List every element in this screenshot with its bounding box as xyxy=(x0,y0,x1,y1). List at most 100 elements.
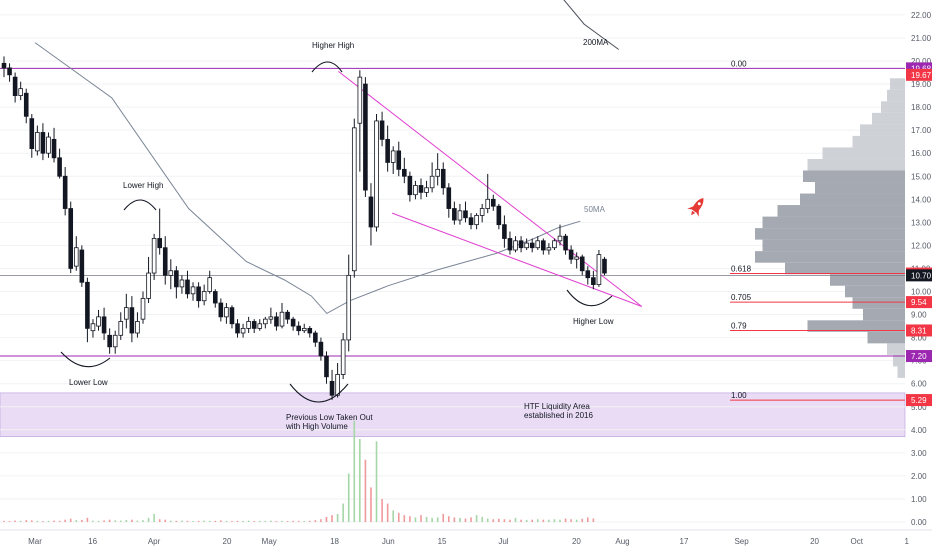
candle-body xyxy=(440,168,446,189)
candle-body xyxy=(257,323,263,329)
volume-bar xyxy=(75,520,78,522)
profile-bar xyxy=(860,124,905,136)
higher-low-arc xyxy=(566,289,613,307)
candle-body xyxy=(246,321,251,329)
price-tick-label: 3.00 xyxy=(911,449,927,458)
volume-bar xyxy=(242,520,244,522)
candle-body xyxy=(185,279,190,295)
price-tick-label: 6.00 xyxy=(911,380,927,389)
volume-bar xyxy=(564,518,567,522)
volume-bar xyxy=(575,519,578,522)
time-tick-label: Jun xyxy=(382,537,395,546)
volume-bar xyxy=(303,521,306,522)
label-200ma: 200MA xyxy=(583,38,609,47)
profile-bar xyxy=(785,262,905,275)
candle-body xyxy=(390,150,396,163)
time-tick-label: 20 xyxy=(223,537,232,546)
price-tick-label: 17.00 xyxy=(911,126,932,135)
candle-body xyxy=(96,316,101,327)
candle-body xyxy=(529,242,535,249)
candle-body xyxy=(118,321,124,336)
candle-body xyxy=(7,67,12,76)
volume-bar xyxy=(231,521,233,522)
volume-bar xyxy=(292,520,294,522)
candle-body xyxy=(224,307,229,318)
time-tick-label: 1 xyxy=(904,537,909,546)
candle-body xyxy=(413,185,418,196)
profile-bar xyxy=(887,343,905,355)
candle-body xyxy=(396,150,402,170)
volume-bar xyxy=(492,519,495,522)
candle-body xyxy=(313,332,318,343)
volume-bar xyxy=(214,520,217,522)
volume-bar xyxy=(587,517,589,522)
label-lower-low: Lower Low xyxy=(69,378,108,387)
volume-bar xyxy=(375,441,378,522)
volume-bar xyxy=(464,518,467,522)
candle-body xyxy=(46,136,51,154)
volume-bar xyxy=(342,503,344,522)
profile-bar xyxy=(762,239,905,252)
volume-bar xyxy=(320,519,322,522)
volume-bar xyxy=(331,515,333,522)
time-axis[interactable]: Mar 16 Apr 20 May 18 Jun 15 Jul 20 Aug 17 Sep 20 Oct 1 xyxy=(0,529,932,546)
price-tick-label: 16.00 xyxy=(911,149,932,158)
volume-bar xyxy=(108,519,111,522)
time-tick-label: 20 xyxy=(810,537,819,546)
profile-bar xyxy=(762,216,905,229)
price-tag-label: 7.20 xyxy=(911,352,927,361)
volume-bar xyxy=(470,517,472,522)
horizontal-grid xyxy=(0,14,905,523)
time-tick-label: Oct xyxy=(851,537,864,546)
volume-bar xyxy=(420,515,422,522)
candle-body xyxy=(51,138,57,159)
fib-label: 1.00 xyxy=(731,391,747,400)
candle-body xyxy=(285,311,290,320)
candle-body xyxy=(457,210,463,221)
volume-bar xyxy=(175,520,178,522)
candle-body xyxy=(546,247,552,251)
ma200-line xyxy=(563,0,619,50)
candlesticks xyxy=(1,56,607,400)
volume-bar xyxy=(208,520,211,522)
volume-bar xyxy=(253,521,255,522)
candle-body xyxy=(552,240,557,249)
volume-bar xyxy=(192,521,194,522)
volume-bar xyxy=(514,517,517,522)
candle-body xyxy=(535,240,541,249)
candle-body xyxy=(485,198,491,209)
profile-bar xyxy=(867,331,905,344)
candle-body xyxy=(218,302,224,318)
candle-body xyxy=(190,286,196,295)
price-tag-box xyxy=(906,394,932,407)
volume-bar xyxy=(459,517,461,522)
label-50ma: 50MA xyxy=(584,205,606,214)
volume-bar xyxy=(153,513,155,522)
volume-bar xyxy=(581,518,584,522)
candle-body xyxy=(140,298,146,320)
volume-bar xyxy=(498,518,500,522)
volume-bar xyxy=(442,513,445,522)
volume-bar xyxy=(58,520,61,522)
volume-bar xyxy=(403,515,406,522)
volume-bar xyxy=(436,517,439,522)
profile-bar xyxy=(893,354,905,367)
profile-bar xyxy=(755,251,905,263)
profile-bar xyxy=(755,228,905,240)
volume-bar xyxy=(203,520,205,522)
time-tick-label: Mar xyxy=(28,537,42,546)
volume-bar xyxy=(103,520,105,522)
volume-bar xyxy=(281,520,283,522)
candle-body xyxy=(518,240,524,249)
profile-bar xyxy=(777,205,905,217)
volume-bar xyxy=(164,519,167,522)
price-tag-box xyxy=(906,324,932,337)
volume-bar xyxy=(347,473,350,522)
wedge-line xyxy=(391,212,642,307)
fib-label: 0.00 xyxy=(731,59,747,68)
candle-body xyxy=(35,132,40,152)
volume-bar xyxy=(286,521,289,522)
profile-bar xyxy=(852,297,905,309)
candle-body xyxy=(235,323,240,334)
